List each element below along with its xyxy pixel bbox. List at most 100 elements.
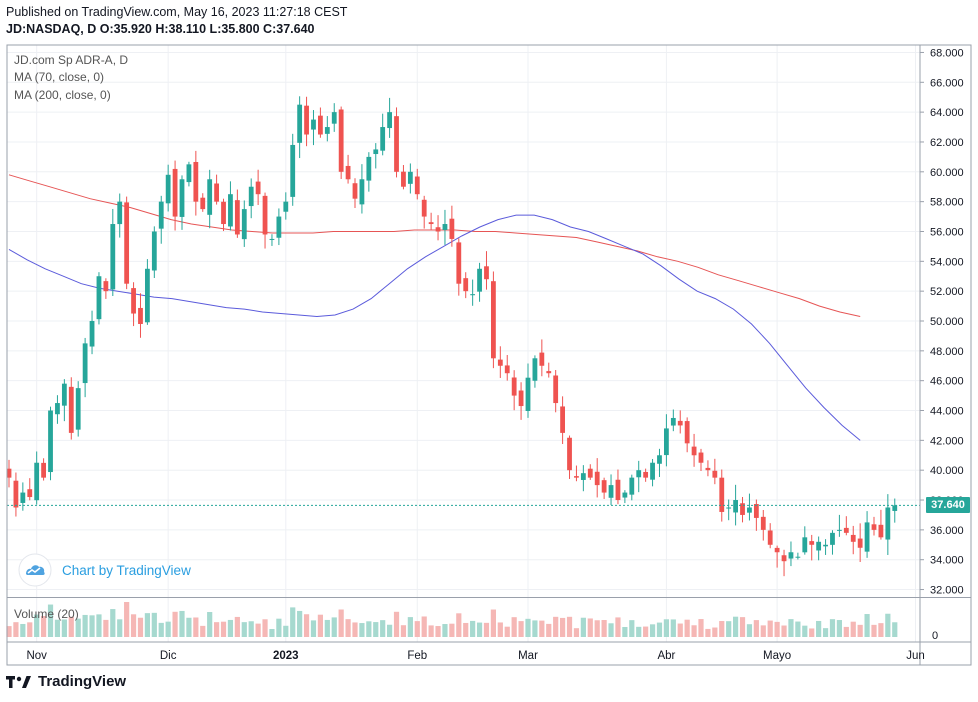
volume-bar-100 (698, 619, 704, 637)
volume-bar-121 (843, 626, 849, 637)
candle-body-1 (13, 480, 19, 508)
candle-body-35 (248, 186, 254, 207)
candle-body-18 (131, 288, 136, 314)
volume-bar-24 (172, 611, 178, 637)
y-tick-label-12: 44.000 (930, 406, 964, 418)
candle-body-46 (324, 127, 330, 134)
volume-bar-74 (518, 621, 524, 637)
chart-frame (6, 44, 972, 666)
volume-bar-85 (594, 620, 600, 637)
volume-bar-13 (96, 614, 102, 637)
volume-bar-114 (795, 621, 801, 637)
candle-body-124 (864, 522, 870, 552)
candle-body-20 (145, 268, 150, 323)
volume-bar-99 (691, 625, 697, 637)
candle-body-126 (878, 524, 884, 538)
volume-bar-75 (525, 618, 531, 637)
candle-body-66 (463, 278, 469, 292)
candle-body-76 (532, 358, 538, 381)
volume-bar-49 (345, 619, 351, 637)
candle-body-41 (290, 144, 296, 197)
volume-bar-47 (331, 617, 337, 637)
candle-body-92 (643, 471, 649, 478)
volume-bar-125 (871, 624, 877, 637)
candle-body-2 (20, 492, 26, 503)
legend-ma200: MA (200, close, 0) (14, 88, 111, 102)
x-label-6: Mayo (763, 650, 791, 662)
candle-body-106 (740, 503, 745, 515)
candle-body-34 (241, 209, 247, 240)
volume-bar-33 (234, 616, 240, 637)
y-tick-label-17: 34.000 (930, 555, 964, 567)
volume-bar-70 (490, 609, 496, 637)
watermark-text[interactable]: Chart by TradingView (62, 562, 191, 578)
ma200-layer (8, 174, 861, 317)
candle-body-98 (684, 421, 690, 444)
volume-bar-37 (262, 619, 268, 637)
candle-body-14 (103, 281, 109, 292)
candle-body-93 (650, 462, 655, 480)
volume-bar-60 (421, 616, 427, 637)
volume-bar-90 (629, 620, 635, 637)
candle-body-97 (677, 420, 683, 426)
volume-bar-34 (241, 622, 247, 637)
tradingview-watermark[interactable]: Chart by TradingView (18, 553, 191, 587)
candle-body-128 (892, 505, 898, 511)
candle-body-88 (615, 479, 621, 501)
volume-bar-128 (892, 622, 898, 637)
volume-bar-68 (476, 622, 483, 637)
volume-bar-87 (608, 623, 614, 637)
candle-body-19 (138, 307, 143, 324)
volume-bar-48 (338, 609, 344, 637)
candle-body-86 (601, 480, 607, 493)
volume-bar-103 (719, 621, 725, 637)
candle-body-55 (387, 112, 392, 129)
volume-bar-80 (560, 617, 566, 637)
volume-bar-116 (809, 628, 815, 637)
volume-bar-59 (414, 621, 420, 637)
volume-bar-39 (276, 618, 282, 637)
volume-bar-96 (670, 619, 676, 637)
candle-body-49 (345, 165, 351, 180)
y-tick-label-8: 52.000 (930, 286, 964, 298)
volume-bar-71 (497, 622, 503, 637)
x-label-2: 2023 (273, 650, 299, 662)
volume-bar-127 (885, 613, 891, 637)
volume-bar-42 (297, 610, 303, 637)
published-line: Published on TradingView.com, May 16, 20… (6, 5, 348, 19)
volume-bar-2 (20, 623, 26, 637)
legend-ma70: MA (70, close, 0) (14, 70, 105, 84)
candle-body-29 (207, 179, 213, 215)
volume-bar-57 (400, 625, 407, 637)
candle-body-58 (407, 171, 413, 184)
candle-body-127 (885, 507, 891, 540)
candle-body-7 (55, 403, 60, 415)
candle-body-26 (186, 164, 192, 183)
candle-body-67 (470, 294, 476, 296)
y-tick-label-7: 54.000 (930, 256, 964, 268)
volume-bar-106 (739, 617, 746, 637)
candle-body-3 (27, 489, 33, 498)
x-axis-labels: Nov Dic 2023 Feb Mar Abr Mayo Jun (26, 650, 924, 662)
candle-body-36 (255, 181, 261, 195)
volume-bar-44 (310, 620, 317, 637)
y-tick-label-10: 48.000 (930, 346, 964, 358)
candle-body-11 (82, 343, 88, 384)
y-tick-label-5: 58.000 (930, 197, 964, 209)
outer-frame (6, 44, 972, 666)
candle-body-59 (414, 176, 420, 195)
footer-brand[interactable]: TradingView (6, 673, 126, 690)
volume-bar-12 (89, 615, 95, 637)
volume-zero-label: 0 (932, 630, 938, 642)
volume-bar-32 (227, 619, 234, 637)
candle-body-91 (636, 470, 642, 478)
volume-bar-101 (705, 628, 711, 637)
candle-body-43 (304, 105, 309, 135)
volume-bar-46 (324, 619, 330, 637)
volume-bar-89 (622, 626, 628, 637)
candle-body-5 (41, 462, 46, 478)
y-tick-label-18: 32.000 (930, 585, 964, 597)
volume-bar-108 (753, 620, 759, 637)
volume-bar-86 (601, 620, 607, 637)
